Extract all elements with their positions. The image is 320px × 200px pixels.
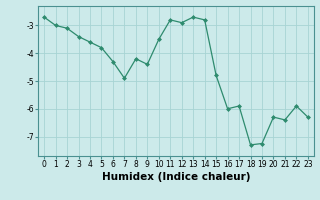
X-axis label: Humidex (Indice chaleur): Humidex (Indice chaleur) (102, 172, 250, 182)
